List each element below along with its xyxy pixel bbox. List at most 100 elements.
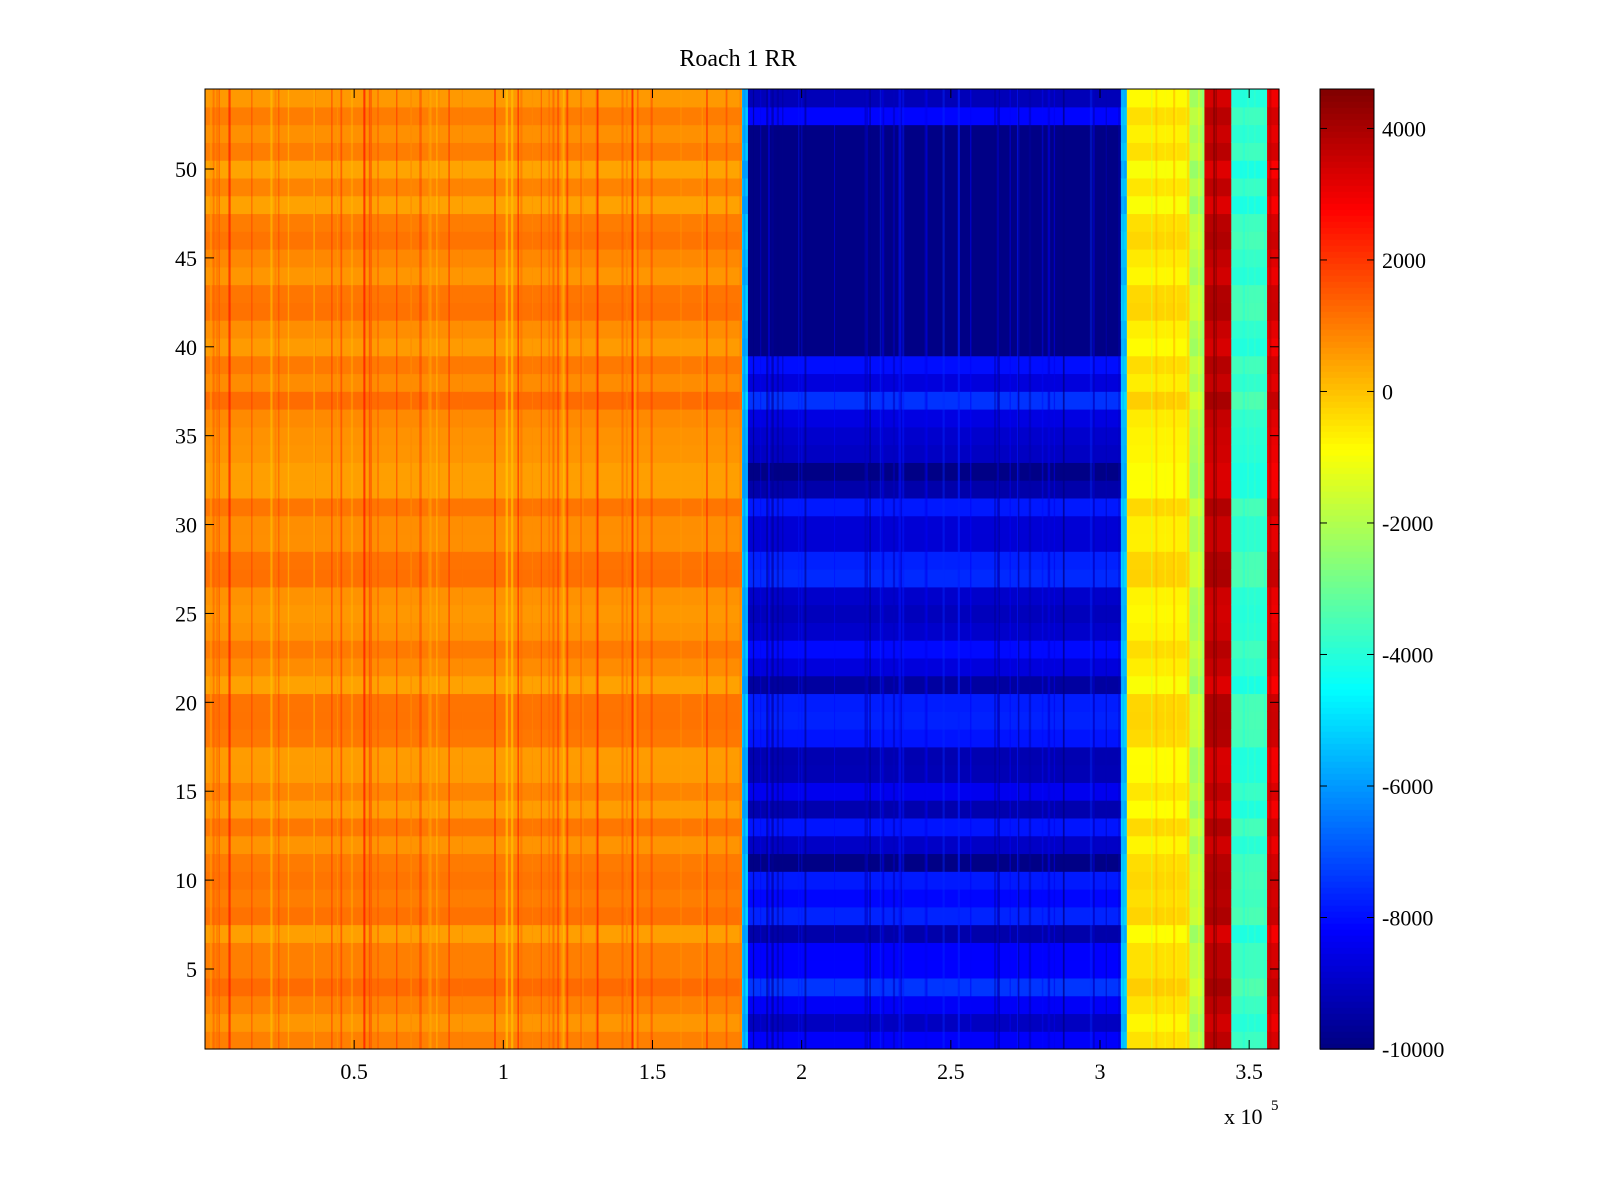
heatmap-cell: [747, 977, 1122, 997]
colorbar-segment: [1320, 485, 1374, 492]
colorbar-segment: [1320, 263, 1374, 270]
heatmap-stripe: [1155, 89, 1158, 1049]
heatmap-stripe: [596, 89, 599, 1049]
heatmap-cell: [205, 320, 743, 339]
heatmap-cell: [747, 782, 1122, 801]
heatmap-cell: [1267, 924, 1280, 943]
colorbar-segment: [1320, 227, 1374, 234]
heatmap-cell: [747, 924, 1122, 943]
heatmap-cell: [1126, 995, 1191, 1015]
heatmap-cell: [747, 729, 1122, 748]
heatmap-cell: [1126, 515, 1191, 535]
colorbar-segment: [1320, 857, 1374, 864]
colorbar-segment: [1320, 707, 1374, 714]
heatmap-cell: [1231, 569, 1268, 588]
heatmap-cell: [1189, 391, 1206, 410]
heatmap-cell: [205, 764, 743, 783]
heatmap-cell: [1231, 871, 1268, 890]
heatmap-stripe: [1215, 89, 1217, 1049]
colorbar-segment: [1320, 761, 1374, 768]
colorbar-segment: [1320, 545, 1374, 552]
heatmap-stripe: [760, 89, 762, 1049]
heatmap-cell: [1267, 266, 1280, 286]
heatmap-cell: [1204, 1031, 1232, 1050]
heatmap-cell: [1204, 782, 1232, 801]
colorbar-segment: [1320, 611, 1374, 618]
heatmap-cell: [1189, 729, 1206, 748]
heatmap-stripe: [752, 89, 755, 1049]
heatmap-stripe: [801, 89, 803, 1049]
heatmap-cell: [1204, 337, 1232, 357]
heatmap-cell: [1231, 995, 1268, 1015]
heatmap-cell: [747, 142, 1122, 161]
heatmap-cell: [1231, 124, 1268, 143]
heatmap-cell: [1189, 640, 1206, 659]
heatmap-cell: [1267, 569, 1280, 588]
colorbar-segment: [1320, 245, 1374, 252]
heatmap-cell: [1189, 924, 1206, 943]
colorbar-segment: [1320, 185, 1374, 192]
heatmap-cell: [205, 622, 743, 641]
colorbar-segment: [1320, 719, 1374, 726]
heatmap-cell: [747, 284, 1122, 303]
heatmap-cell: [1204, 284, 1232, 303]
heatmap-cell: [205, 284, 743, 303]
heatmap-cell: [1267, 106, 1280, 126]
heatmap-stripe: [552, 89, 555, 1049]
heatmap-stripe: [563, 89, 565, 1049]
heatmap-stripe: [209, 89, 212, 1049]
heatmap-cell: [747, 675, 1122, 695]
heatmap-stripe: [377, 89, 379, 1049]
heatmap-stripe: [287, 89, 290, 1049]
heatmap-cell: [747, 551, 1122, 570]
heatmap-cell: [205, 391, 743, 410]
heatmap-cell: [747, 249, 1122, 268]
colorbar-segment: [1320, 773, 1374, 780]
heatmap-stripe: [637, 89, 639, 1049]
colorbar-segment: [1320, 1019, 1374, 1026]
heatmap-stripe: [331, 89, 333, 1049]
heatmap-stripe: [1173, 89, 1176, 1049]
heatmap-cell: [1267, 675, 1280, 695]
heatmap-cell: [205, 213, 743, 232]
heatmap-cell: [1231, 142, 1268, 161]
heatmap-cell: [747, 444, 1122, 463]
heatmap-cell: [1204, 355, 1232, 375]
heatmap-cell: [1204, 746, 1232, 766]
heatmap-cell: [1231, 106, 1268, 126]
colorbar-segment: [1320, 953, 1374, 960]
heatmap-cell: [1204, 622, 1232, 641]
heatmap-cell: [747, 640, 1122, 659]
heatmap-cell: [1204, 1013, 1232, 1032]
heatmap-stripe: [368, 89, 371, 1049]
heatmap-cell: [205, 89, 743, 108]
heatmap-stripe: [1185, 89, 1187, 1049]
heatmap-cell: [205, 746, 743, 766]
colorbar-segment: [1320, 173, 1374, 180]
chart-title: Roach 1 RR: [679, 46, 796, 72]
heatmap-stripe: [869, 89, 871, 1049]
heatmap-cell: [1231, 249, 1268, 268]
heatmap-cell: [1267, 640, 1280, 659]
heatmap-stripe: [363, 89, 366, 1049]
heatmap-cell: [1126, 231, 1191, 250]
heatmap-cell: [1126, 497, 1191, 517]
colorbar-segment: [1320, 1037, 1374, 1044]
colorbar-segment: [1320, 917, 1374, 924]
colorbar-segment: [1320, 827, 1374, 834]
heatmap-cell: [1204, 871, 1232, 890]
heatmap-stripe: [1018, 89, 1020, 1049]
heatmap-cell: [1126, 462, 1191, 481]
heatmap-cell: [1267, 800, 1280, 819]
heatmap-cell: [1267, 622, 1280, 641]
heatmap-cell: [205, 924, 743, 943]
heatmap-stripe: [879, 89, 882, 1049]
heatmap-stripe: [766, 89, 769, 1049]
heatmap-cell: [1231, 835, 1268, 855]
heatmap-cell: [1189, 533, 1206, 552]
heatmap-cell: [1267, 1031, 1280, 1050]
heatmap-stripe: [633, 89, 636, 1049]
heatmap-cell: [1189, 746, 1206, 766]
heatmap-stripe: [277, 89, 280, 1049]
heatmap-cell: [1204, 995, 1232, 1015]
